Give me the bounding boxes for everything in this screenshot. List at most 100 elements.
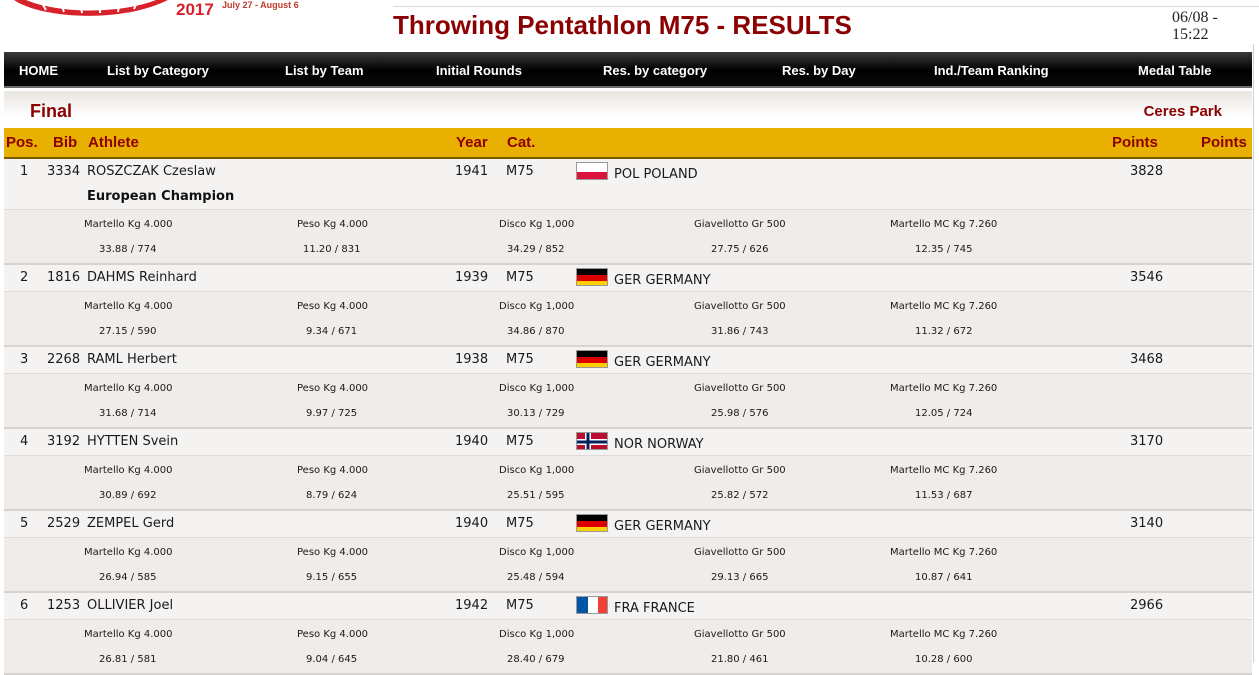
row-points: 3140: [1130, 516, 1164, 531]
nav-ranking[interactable]: Ind./Team Ranking: [934, 63, 1049, 78]
event-label: Martello MC Kg 7.260: [890, 301, 998, 312]
table-row: 1 3334 ROSZCZAK Czeslaw 1941 M75 POL POL…: [4, 159, 1252, 265]
event-result: 34.86 / 870: [507, 326, 565, 337]
header-pos: Pos.: [6, 134, 38, 151]
table-row: 5 2529 ZEMPEL Gerd 1940 M75 GER GERMANY …: [4, 511, 1252, 593]
header-divider: [393, 6, 1259, 7]
row-country[interactable]: POL POLAND: [614, 167, 698, 182]
row-points: 3170: [1130, 434, 1164, 449]
row-points: 3546: [1130, 270, 1164, 285]
event-label: Martello MC Kg 7.260: [890, 465, 998, 476]
event-label: Peso Kg 4.000: [297, 219, 369, 230]
germany-flag-icon: [576, 514, 608, 532]
event-result: 9.34 / 671: [306, 326, 358, 337]
row-pos: 4: [20, 434, 29, 449]
event-label: Disco Kg 1,000: [499, 465, 575, 476]
row-bib: 1253: [47, 598, 81, 613]
event-label: Martello Kg 4.000: [84, 465, 173, 476]
event-result: 25.48 / 594: [507, 572, 565, 583]
event-result: 11.32 / 672: [915, 326, 973, 337]
event-label: Giavellotto Gr 500: [694, 629, 786, 640]
event-label: Giavellotto Gr 500: [694, 219, 786, 230]
event-result: 11.53 / 687: [915, 490, 973, 501]
event-result: 30.13 / 729: [507, 408, 565, 419]
nav-list-by-team[interactable]: List by Team: [285, 63, 364, 78]
event-result: 9.97 / 725: [306, 408, 358, 419]
event-result: 26.94 / 585: [99, 572, 157, 583]
header-bib: Bib: [53, 134, 78, 151]
row-athlete[interactable]: OLLIVIER Joel: [87, 598, 174, 613]
event-logo: 2017 July 27 - August 6: [0, 0, 330, 22]
row-pos: 5: [20, 516, 29, 531]
row-country[interactable]: GER GERMANY: [614, 519, 711, 534]
table-header: Pos. Bib Athlete Year Cat. Points Points: [4, 128, 1252, 159]
nav-list-by-category[interactable]: List by Category: [107, 63, 209, 78]
header-points: Points: [1112, 134, 1158, 151]
event-label: Martello Kg 4.000: [84, 383, 173, 394]
row-athlete[interactable]: DAHMS Reinhard: [87, 270, 197, 285]
event-result: 27.15 / 590: [99, 326, 157, 337]
logo-swoosh-icon: [14, 0, 168, 16]
row-athlete[interactable]: ROSZCZAK Czeslaw: [87, 164, 216, 179]
row-pos: 2: [20, 270, 29, 285]
row-country[interactable]: GER GERMANY: [614, 355, 711, 370]
page-edge: [1253, 44, 1259, 663]
header-cat: Cat.: [507, 134, 536, 151]
event-label: Peso Kg 4.000: [297, 547, 369, 558]
event-label: Giavellotto Gr 500: [694, 383, 786, 394]
row-pos: 1: [20, 164, 29, 179]
row-title: European Champion: [87, 189, 235, 204]
event-result: 8.79 / 624: [306, 490, 358, 501]
row-points: 3828: [1130, 164, 1164, 179]
event-result: 25.82 / 572: [711, 490, 769, 501]
row-country[interactable]: NOR NORWAY: [614, 437, 704, 452]
timestamp: 06/08 - 15:22: [1172, 9, 1218, 43]
event-label: Disco Kg 1,000: [499, 547, 575, 558]
event-label: Disco Kg 1,000: [499, 629, 575, 640]
row-country[interactable]: FRA FRANCE: [614, 601, 695, 616]
nav-home[interactable]: HOME: [19, 63, 58, 78]
row-cat: M75: [506, 516, 534, 531]
row-cat: M75: [506, 434, 534, 449]
results-table: 1 3334 ROSZCZAK Czeslaw 1941 M75 POL POL…: [4, 159, 1252, 675]
norway-flag-icon: [576, 432, 608, 450]
nav-res-by-day[interactable]: Res. by Day: [782, 63, 856, 78]
row-pos: 3: [20, 352, 29, 367]
table-row: 4 3192 HYTTEN Svein 1940 M75 NOR NORWAY …: [4, 429, 1252, 511]
row-year: 1941: [455, 164, 489, 179]
event-result: 10.28 / 600: [915, 654, 973, 665]
event-result: 9.04 / 645: [306, 654, 358, 665]
page-title: Throwing Pentathlon M75 - RESULTS: [393, 10, 852, 40]
event-label: Martello MC Kg 7.260: [890, 383, 998, 394]
venue-label: Ceres Park: [1143, 103, 1222, 120]
event-label: Peso Kg 4.000: [297, 465, 369, 476]
header-athlete: Athlete: [88, 134, 139, 151]
event-result: 12.35 / 745: [915, 244, 973, 255]
logo-dates: July 27 - August 6: [222, 0, 299, 10]
event-label: Giavellotto Gr 500: [694, 465, 786, 476]
row-athlete[interactable]: RAML Herbert: [87, 352, 177, 367]
event-result: 28.40 / 679: [507, 654, 565, 665]
event-result: 25.51 / 595: [507, 490, 565, 501]
event-label: Peso Kg 4.000: [297, 301, 369, 312]
row-bib: 2529: [47, 516, 81, 531]
header-points-2: Points: [1201, 134, 1247, 151]
nav-initial-rounds[interactable]: Initial Rounds: [436, 63, 522, 78]
table-row: 3 2268 RAML Herbert 1938 M75 GER GERMANY…: [4, 347, 1252, 429]
germany-flag-icon: [576, 350, 608, 368]
nav-medal-table[interactable]: Medal Table: [1138, 63, 1212, 78]
event-result: 11.20 / 831: [303, 244, 361, 255]
event-label: Giavellotto Gr 500: [694, 547, 786, 558]
row-bib: 3192: [47, 434, 81, 449]
row-athlete[interactable]: HYTTEN Svein: [87, 434, 179, 449]
event-result: 31.86 / 743: [711, 326, 769, 337]
event-result: 26.81 / 581: [99, 654, 157, 665]
row-cat: M75: [506, 352, 534, 367]
event-result: 12.05 / 724: [915, 408, 973, 419]
row-country[interactable]: GER GERMANY: [614, 273, 711, 288]
row-year: 1942: [455, 598, 489, 613]
row-athlete[interactable]: ZEMPEL Gerd: [87, 516, 175, 531]
event-label: Martello Kg 4.000: [84, 219, 173, 230]
row-bib: 1816: [47, 270, 81, 285]
nav-res-by-category[interactable]: Res. by category: [603, 63, 708, 78]
